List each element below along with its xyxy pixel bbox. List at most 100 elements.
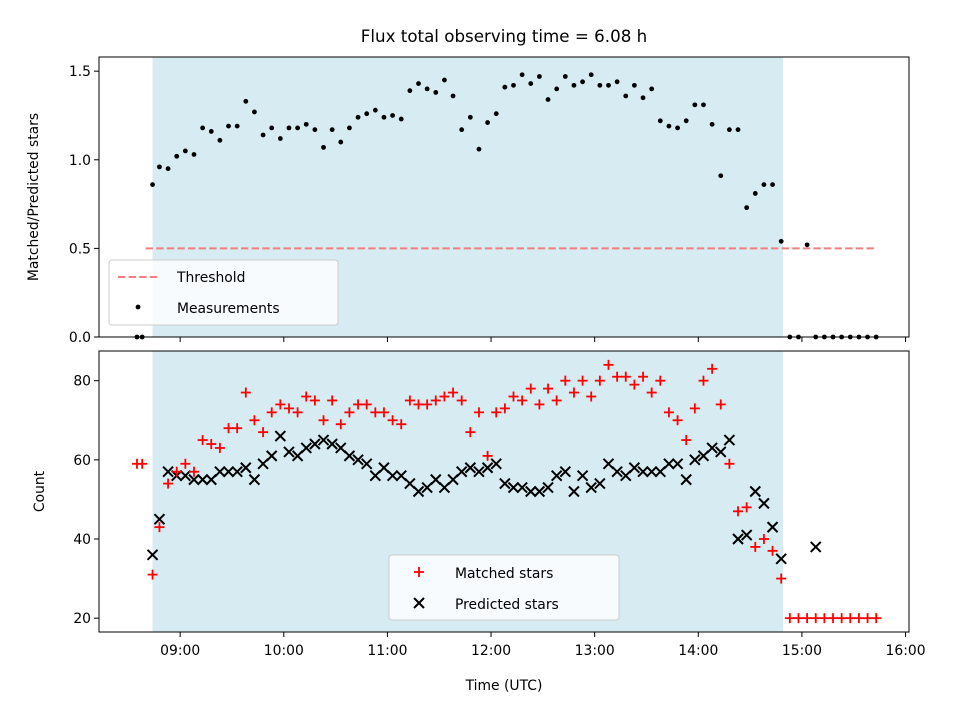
legend-plus-marker: [414, 567, 424, 577]
matched-star-point: [767, 545, 778, 556]
cross-stroke: [680, 473, 692, 486]
predicted-star-point: [645, 466, 658, 478]
measurement-point: [476, 146, 482, 152]
predicted-star-point: [481, 462, 494, 474]
predicted-star-point: [594, 477, 606, 490]
matched-star-point: [646, 387, 657, 398]
predicted-star-point: [231, 466, 243, 478]
cross-stroke: [352, 454, 364, 466]
matched-star-point: [154, 522, 165, 533]
matched-star-point: [309, 395, 320, 406]
measurement-point: [735, 127, 741, 133]
predicted-star-point: [326, 438, 338, 450]
cross-stroke: [146, 549, 159, 561]
measurement-point: [381, 114, 387, 120]
measurement-point: [433, 90, 439, 95]
matched-star-point: [404, 395, 415, 406]
predicted-star-point: [146, 549, 159, 561]
measurement-point: [554, 86, 560, 92]
measurement-point: [416, 81, 421, 86]
matched-star-point: [499, 403, 510, 414]
matched-star-point: [750, 541, 761, 552]
cross-stroke: [395, 469, 407, 482]
measurement-point: [182, 148, 188, 154]
measurement-point: [260, 132, 266, 138]
cross-stroke: [240, 462, 252, 474]
cross-stroke: [386, 469, 399, 482]
cross-stroke: [343, 450, 356, 462]
cross-stroke: [464, 462, 477, 474]
matched-star-point: [163, 478, 174, 489]
predicted-star-point: [352, 454, 364, 466]
predicted-star-point: [412, 485, 425, 498]
ratio-y-ticks: 0.0 0.5 1.0 1.5: [69, 64, 99, 346]
count-y-ticks: 20 40 60 80: [73, 374, 99, 627]
matched-star-point: [534, 399, 545, 410]
y-tick-label: 60: [73, 453, 91, 469]
legend-matched-swatch: [414, 567, 424, 577]
measurement-point: [338, 139, 344, 145]
measurement-point: [398, 116, 404, 122]
matched-star-point: [594, 375, 605, 386]
predicted-star-point: [758, 497, 770, 510]
cross-stroke: [775, 553, 787, 565]
matched-star-point: [214, 442, 225, 453]
cross-stroke: [335, 442, 347, 454]
cross-stroke: [516, 481, 528, 494]
matched-star-point: [206, 439, 217, 450]
matched-star-point: [724, 458, 735, 469]
matched-star-point: [361, 399, 372, 410]
predicted-star-point: [283, 446, 295, 458]
legend-predicted-swatch: [413, 597, 425, 609]
matched-star-point: [620, 371, 631, 382]
predicted-star-point: [715, 446, 727, 458]
cross-stroke: [309, 438, 321, 450]
matched-star-point: [698, 375, 709, 386]
predicted-star-point: [464, 462, 477, 474]
measurement-point: [631, 82, 637, 88]
count-legend-box: [388, 554, 620, 621]
matched-star-point: [517, 395, 528, 406]
cross-stroke: [568, 485, 580, 498]
matched-star-point: [577, 375, 588, 386]
predicted-star-point: [300, 442, 312, 454]
matched-star-point: [482, 450, 493, 461]
predicted-star-point: [343, 450, 356, 462]
matched-star-point: [819, 613, 830, 624]
cross-stroke: [162, 466, 174, 478]
measurement-point: [649, 86, 655, 92]
measurement-point: [234, 123, 240, 129]
matched-star-point: [871, 613, 882, 624]
legend-matched-label: Matched stars: [455, 566, 553, 582]
matched-star-point: [655, 375, 666, 386]
cross-stroke: [214, 466, 226, 478]
cross-stroke: [266, 450, 278, 462]
cross-stroke: [758, 497, 770, 510]
measurement-point: [286, 125, 292, 131]
measurement-point: [243, 98, 249, 104]
matched-star-point: [413, 399, 424, 410]
cross-stroke: [455, 466, 468, 478]
predicted-star-point: [248, 473, 261, 486]
predicted-star-point: [611, 466, 623, 478]
matched-star-point: [378, 407, 389, 418]
matched-star-point: [629, 379, 640, 390]
matched-star-point: [240, 387, 251, 398]
measurement-point: [597, 82, 603, 88]
time-x-ticks: 09:00 10:00 11:00 12:00 13:00 14:00 15:00 16:00: [160, 632, 926, 659]
legend-cross-marker: [413, 597, 425, 609]
predicted-star-point: [309, 438, 321, 450]
measurement-point: [450, 93, 456, 99]
matched-star-point: [197, 435, 208, 446]
measurement-point: [683, 118, 689, 124]
predicted-star-point: [153, 513, 166, 525]
ratio-panel: 0.0 0.5 1.0 1.5 Flux total observing time =…: [26, 26, 910, 346]
cross-stroke: [810, 541, 822, 553]
measurement-point: [657, 118, 663, 124]
matched-star-point: [586, 391, 597, 402]
legend-measurements-swatch: [135, 304, 141, 310]
cross-stroke: [360, 458, 373, 470]
predicted-star-point: [266, 450, 278, 462]
measurement-point: [692, 102, 698, 108]
predicted-star-point: [810, 541, 822, 553]
